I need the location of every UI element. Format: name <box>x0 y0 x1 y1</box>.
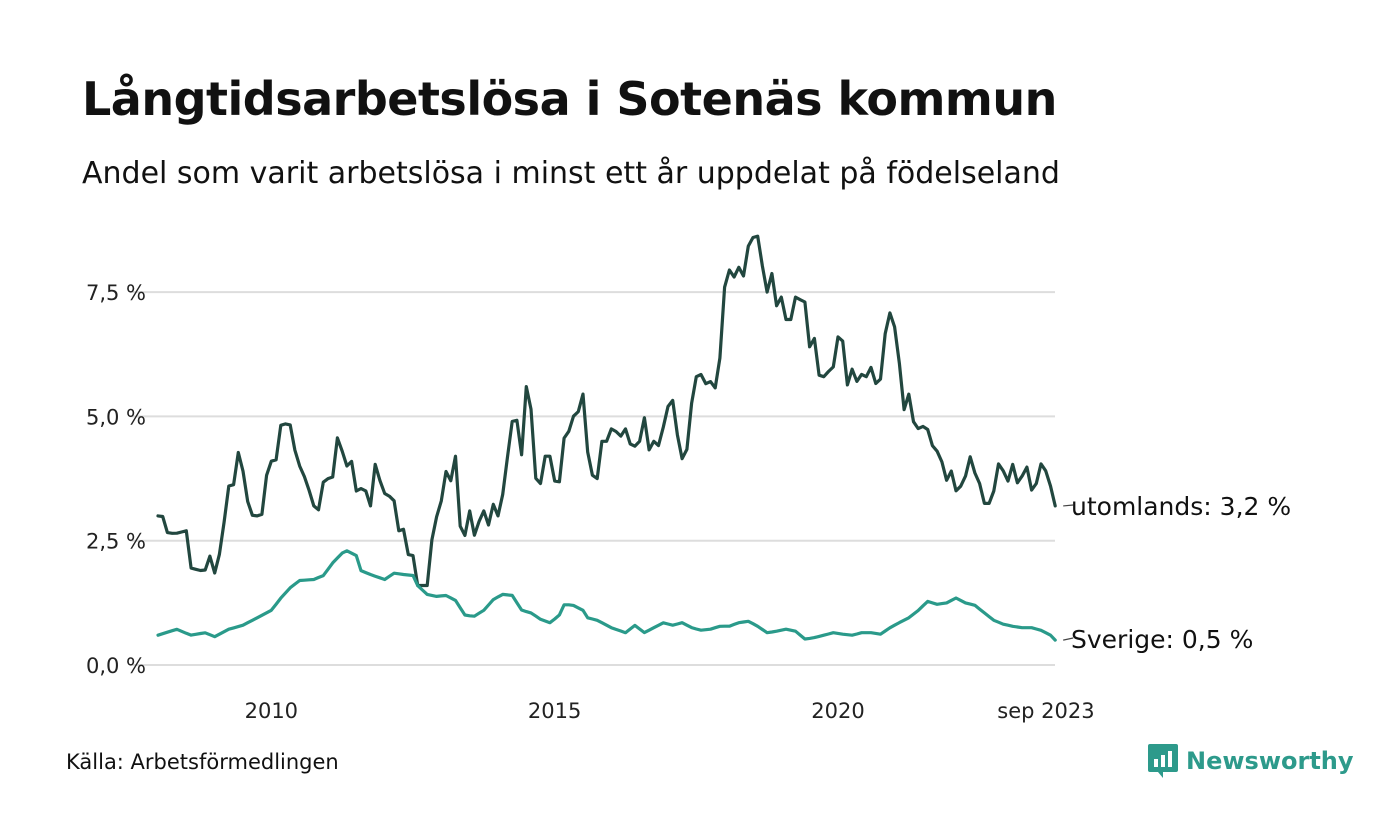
series-line-sverige <box>156 549 1057 642</box>
x-tick-label-0: 2010 <box>245 699 298 723</box>
newsworthy-logo-icon <box>1148 744 1178 778</box>
y-tick-label-1: 2,5 % <box>86 530 146 554</box>
x-tick-label-2: 2020 <box>811 699 864 723</box>
series-label-leader-utomlands <box>1063 504 1074 507</box>
brand-name: Newsworthy <box>1186 747 1354 775</box>
y-tick-label-0: 0,0 % <box>86 654 146 678</box>
y-tick-label-3: 7,5 % <box>86 281 146 305</box>
x-tick-label-3: sep 2023 <box>997 699 1094 723</box>
x-tick-label-1: 2015 <box>528 699 581 723</box>
series-end-label-sverige: Sverige: 0,5 % <box>1071 625 1253 654</box>
series-label-leader-sverige <box>1063 637 1074 641</box>
series-end-label-utomlands: utomlands: 3,2 % <box>1071 492 1291 521</box>
brand-logo: Newsworthy <box>1148 744 1354 778</box>
page-subtitle: Andel som varit arbetslösa i minst ett å… <box>82 156 1060 191</box>
y-tick-label-2: 5,0 % <box>86 405 146 429</box>
page-title: Långtidsarbetslösa i Sotenäs kommun <box>82 72 1057 126</box>
source-note: Källa: Arbetsförmedlingen <box>66 750 339 774</box>
series-line-utomlands <box>156 234 1057 588</box>
